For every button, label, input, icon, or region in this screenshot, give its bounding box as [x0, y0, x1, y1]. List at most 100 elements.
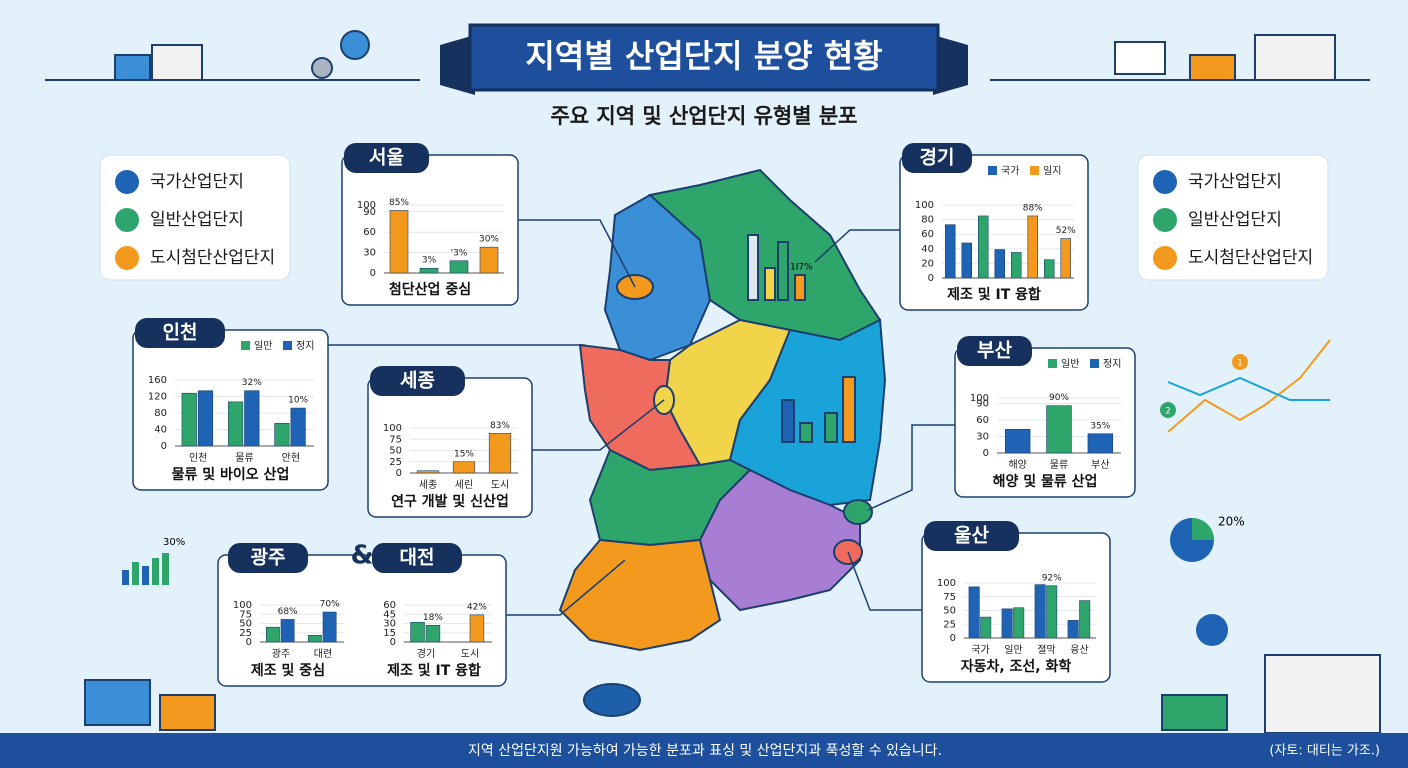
bar	[197, 390, 214, 447]
x-tick-label: 졀막	[1037, 643, 1055, 656]
y-tick-label: 0	[370, 268, 376, 279]
y-tick-label: 30	[363, 248, 376, 259]
x-tick-label: 해양	[1008, 458, 1026, 471]
y-tick-label: 20	[921, 258, 934, 269]
panel-title: 인천	[163, 322, 198, 344]
caption: 물류 및 바이오 산업	[172, 466, 290, 483]
y-tick-label: 100	[383, 423, 402, 434]
title-badge	[372, 543, 462, 573]
y-tick-label: 100	[233, 600, 252, 611]
y-tick-label: 90	[976, 399, 989, 410]
source: (자토: 대티는 가조.)	[1269, 744, 1380, 759]
annotation: 92%	[1042, 573, 1062, 583]
legend-label: 정지	[1103, 358, 1121, 370]
title-banner	[468, 23, 940, 92]
panel	[217, 554, 507, 687]
annotation: 35%	[1090, 421, 1110, 431]
x-tick-label: 대련	[314, 648, 332, 660]
legend-label: 국가	[1001, 165, 1019, 177]
bar	[479, 246, 499, 274]
legend-icon	[1153, 170, 1177, 194]
bar	[1046, 405, 1072, 454]
legend-icon	[115, 208, 139, 232]
caption: 자동차, 조선, 화학	[961, 659, 1072, 675]
x-tick-label: 융산	[1070, 644, 1088, 656]
y-tick-label: 100	[915, 200, 934, 211]
truck	[159, 694, 216, 731]
y-tick-label: 50	[239, 619, 252, 630]
bar	[977, 215, 989, 279]
bar	[274, 423, 290, 447]
caption: 제조 및 중심	[251, 662, 325, 679]
legend-box	[99, 154, 291, 281]
bar	[968, 586, 980, 639]
y-tick-label: 30	[976, 432, 989, 443]
panel-title: 서울	[369, 147, 404, 169]
decor-label: 1I7%	[790, 263, 813, 273]
x-tick-label: 안현	[282, 452, 300, 464]
y-tick-label: 45	[383, 609, 396, 620]
legend-swatch	[283, 341, 292, 350]
y-tick-label: 75	[943, 592, 956, 603]
bar	[410, 621, 425, 643]
y-tick-label: 60	[383, 600, 396, 611]
bar	[1079, 600, 1091, 639]
y-tick-label: 100	[357, 200, 376, 211]
bar	[452, 461, 476, 474]
title-badge	[228, 543, 308, 573]
bar	[244, 390, 260, 447]
y-tick-label: 80	[154, 408, 167, 419]
y-tick-label: 0	[396, 468, 402, 479]
annotation: 30%	[479, 235, 499, 245]
caption: 해양 및 물류 산업	[993, 473, 1098, 490]
annotation: 90%	[1049, 393, 1069, 403]
legend-label: 정지	[296, 340, 314, 352]
bar	[389, 210, 409, 274]
x-tick-label: 물류	[235, 452, 253, 464]
legend-label: 일만	[254, 340, 272, 352]
legend-label: 국가산업단지	[1188, 172, 1282, 192]
panel-title: 세종	[400, 370, 435, 392]
x-tick-label: 세린	[455, 479, 473, 491]
y-tick-label: 80	[921, 215, 934, 226]
bar	[1034, 584, 1046, 639]
decor-label: 20%	[1218, 515, 1245, 529]
legend-icon	[115, 170, 139, 194]
bar	[425, 625, 441, 643]
container	[84, 679, 151, 726]
bar	[290, 407, 306, 447]
y-tick-label: 0	[928, 273, 934, 284]
y-tick-label: 25	[943, 619, 956, 630]
annotation: '3%	[451, 248, 468, 258]
title-badge	[924, 521, 1019, 551]
y-tick-label: 60	[976, 415, 989, 426]
y-tick-label: 0	[246, 637, 252, 648]
ribbon-end	[933, 35, 968, 95]
title-badge	[957, 336, 1032, 366]
x-tick-label: 국가	[971, 644, 989, 656]
left-decor-bars	[122, 553, 169, 585]
y-tick-label: 25	[239, 628, 252, 639]
y-tick-label: 75	[239, 609, 252, 620]
bar	[280, 619, 295, 643]
truck	[1161, 694, 1228, 731]
annotation: 3%	[422, 256, 437, 266]
legend-label: 일반산업단지	[150, 210, 244, 230]
decor-label: 30%	[163, 537, 185, 548]
ribbon-end	[440, 35, 475, 95]
bar	[961, 242, 972, 279]
bar	[1067, 620, 1079, 639]
y-tick-label: 15	[383, 628, 396, 639]
legend-swatch	[988, 166, 997, 175]
y-tick-label: 100	[937, 578, 956, 589]
legend-swatch	[1048, 359, 1057, 368]
bar	[469, 614, 485, 643]
annotation: 85%	[389, 198, 409, 208]
x-tick-label: 광주	[272, 648, 290, 660]
bar	[265, 626, 280, 643]
annotation: 10%	[288, 396, 308, 406]
decor-label: 2	[1165, 407, 1171, 417]
caption: 첨단산업 중심	[389, 281, 471, 298]
